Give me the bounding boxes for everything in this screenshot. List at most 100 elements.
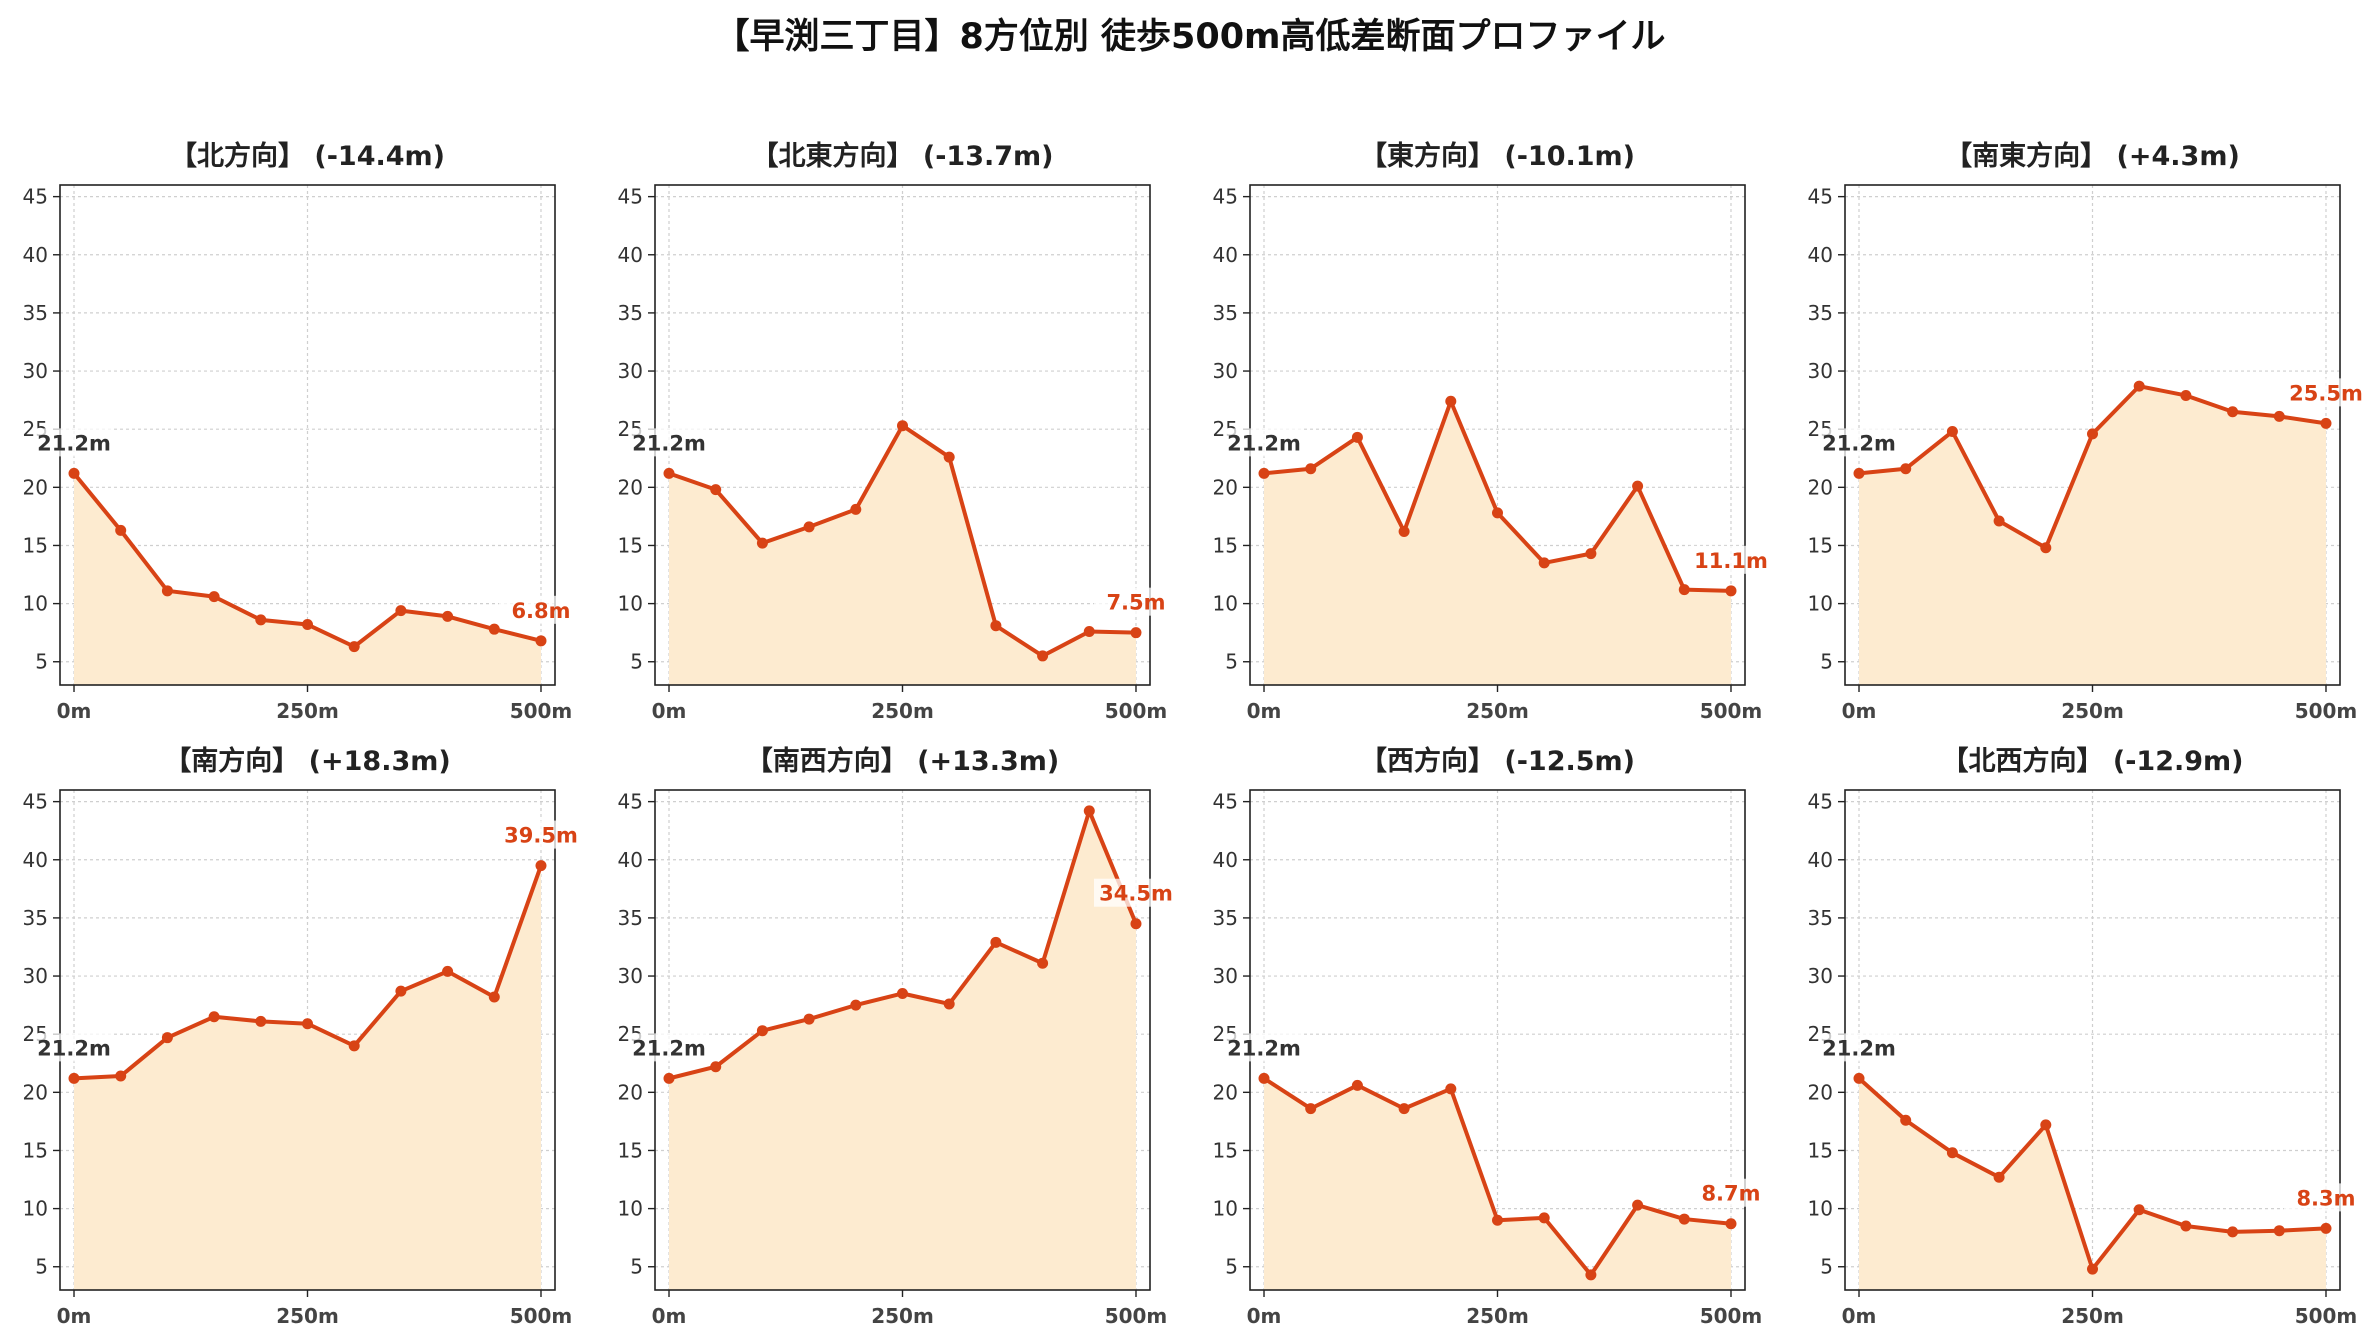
y-tick-label: 15 [618, 533, 643, 557]
data-point [535, 860, 547, 872]
y-tick-label: 5 [35, 650, 48, 674]
area-fill [1859, 1078, 2326, 1290]
y-tick-label: 10 [1213, 592, 1238, 616]
data-point [208, 591, 220, 603]
data-point [2227, 406, 2239, 418]
start-label: 21.2m [632, 431, 706, 455]
data-point [442, 610, 454, 622]
y-tick-label: 40 [1808, 243, 1833, 267]
y-tick-label: 35 [618, 301, 643, 325]
data-point [1305, 463, 1317, 475]
data-point [1900, 1114, 1912, 1126]
data-point [2320, 1222, 2332, 1234]
x-tick-label: 0m [1842, 699, 1877, 723]
y-tick-label: 45 [1213, 790, 1238, 814]
data-point [1351, 1079, 1363, 1091]
chart-panel-0: 510152025303540450m250m500m【北方向】 (-14.4m… [23, 140, 583, 723]
end-label: 7.5m [1106, 591, 1165, 615]
y-tick-label: 45 [23, 185, 48, 209]
end-label-bg [498, 820, 583, 849]
data-point [943, 998, 955, 1010]
data-point [442, 965, 454, 977]
start-label: 21.2m [37, 1036, 111, 1060]
data-point [850, 503, 862, 515]
y-tick-label: 30 [1213, 359, 1238, 383]
y-tick-label: 45 [23, 790, 48, 814]
y-tick-label: 20 [23, 475, 48, 499]
x-tick-label: 0m [1247, 699, 1282, 723]
y-tick-label: 40 [1213, 848, 1238, 872]
x-tick-label: 500m [1700, 1304, 1763, 1328]
x-tick-label: 250m [1466, 699, 1529, 723]
y-tick-label: 5 [630, 1255, 643, 1279]
data-point [395, 985, 407, 997]
data-point [1398, 526, 1410, 538]
start-label: 21.2m [1227, 431, 1301, 455]
data-point [302, 1018, 313, 1030]
end-label-bg [2283, 1183, 2368, 1212]
data-point [1725, 585, 1737, 597]
y-tick-label: 30 [23, 359, 48, 383]
area-fill [1264, 401, 1731, 685]
data-point [1258, 1072, 1270, 1084]
start-label-bg [1819, 428, 1900, 457]
end-label-bg [1093, 878, 1178, 907]
x-tick-label: 0m [652, 699, 687, 723]
start-label-bg [629, 428, 710, 457]
x-tick-label: 250m [276, 1304, 339, 1328]
data-point [1585, 1269, 1597, 1281]
x-tick-label: 250m [276, 699, 339, 723]
data-point [115, 524, 127, 536]
chart-panel-7: 510152025303540450m250m500m【北西方向】 (-12.9… [1808, 745, 2368, 1328]
data-point [2087, 428, 2098, 440]
data-point [2180, 389, 2192, 401]
data-point [1305, 1103, 1317, 1115]
chart-title: 【北東方向】 (-13.7m) [751, 140, 1053, 172]
y-tick-label: 5 [630, 650, 643, 674]
y-tick-label: 35 [1213, 906, 1238, 930]
start-label-bg [34, 428, 115, 457]
end-label: 11.1m [1694, 549, 1768, 573]
y-tick-label: 30 [1808, 359, 1833, 383]
data-point [1585, 548, 1597, 560]
y-tick-label: 40 [23, 243, 48, 267]
data-point [943, 451, 955, 463]
y-tick-label: 20 [23, 1080, 48, 1104]
chart-panel-5: 510152025303540450m250m500m【南西方向】 (+13.3… [618, 745, 1178, 1328]
y-tick-label: 35 [1808, 906, 1833, 930]
data-point [663, 467, 675, 479]
data-point [1037, 957, 1049, 969]
data-point [1130, 627, 1142, 639]
y-tick-label: 5 [1820, 650, 1833, 674]
data-point [348, 641, 360, 653]
chart-title: 【南西方向】 (+13.3m) [746, 745, 1059, 777]
y-tick-label: 45 [1213, 185, 1238, 209]
y-tick-label: 30 [23, 964, 48, 988]
data-point [803, 521, 815, 533]
x-tick-label: 500m [510, 1304, 573, 1328]
y-tick-label: 20 [1213, 1080, 1238, 1104]
chart-panel-6: 510152025303540450m250m500m【西方向】 (-12.5m… [1213, 745, 1773, 1328]
y-tick-label: 45 [1808, 185, 1833, 209]
data-point [1351, 431, 1363, 443]
data-point [1946, 426, 1958, 438]
end-label-bg [2283, 378, 2368, 407]
data-point [850, 999, 862, 1011]
start-label: 21.2m [632, 1036, 706, 1060]
data-point [488, 623, 500, 635]
x-tick-label: 0m [57, 699, 92, 723]
start-label: 21.2m [1822, 1036, 1896, 1060]
data-point [1853, 1072, 1865, 1084]
y-tick-label: 15 [23, 1138, 48, 1162]
y-tick-label: 35 [1808, 301, 1833, 325]
data-point [1632, 1199, 1644, 1211]
start-label-bg [1224, 1033, 1305, 1062]
y-tick-label: 15 [1808, 533, 1833, 557]
data-point [1900, 463, 1912, 475]
x-tick-label: 250m [2061, 1304, 2124, 1328]
data-point [897, 987, 908, 999]
x-tick-label: 500m [1105, 699, 1168, 723]
y-tick-label: 20 [1213, 475, 1238, 499]
x-tick-label: 0m [57, 1304, 92, 1328]
